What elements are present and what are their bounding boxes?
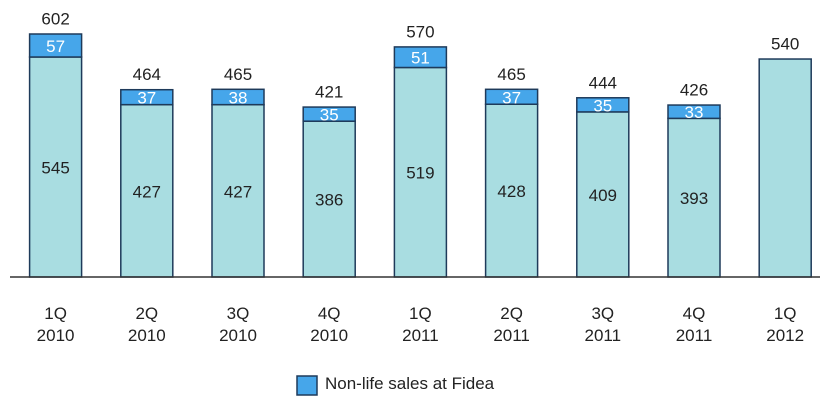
bar-segment [484, 88, 539, 105]
bar-segment [484, 103, 539, 278]
bar-segment [576, 97, 630, 113]
data-label: 38 [229, 88, 248, 107]
x-tick-label: 3Q 2010 [219, 304, 257, 345]
bar-segment [211, 88, 265, 106]
total-label: 570 [406, 22, 434, 41]
data-label: 427 [224, 182, 252, 201]
bar-segment [302, 106, 356, 122]
legend-swatch [296, 375, 318, 396]
x-tick-label: 2Q 2010 [127, 304, 166, 345]
bar-segment [120, 88, 174, 106]
bar-segment [393, 46, 448, 69]
x-tick-label: 4Q 2011 [675, 304, 713, 345]
data-label: 37 [502, 88, 521, 107]
data-label: 57 [46, 37, 65, 56]
total-label: 602 [41, 9, 69, 28]
data-label: 35 [320, 106, 339, 125]
total-label: 540 [771, 35, 799, 54]
total-label: 421 [315, 83, 343, 102]
bar-segment [667, 117, 721, 278]
bar-segment [393, 66, 448, 278]
data-label: 428 [497, 182, 525, 201]
x-tick-label: 1Q 2010 [36, 304, 75, 345]
x-tick-label: 3Q 2011 [584, 304, 622, 345]
bar-segment [28, 33, 83, 58]
data-label: 386 [315, 191, 343, 210]
total-label: 465 [497, 65, 525, 84]
data-label: 393 [680, 189, 708, 208]
data-label: 51 [411, 49, 430, 68]
bar-segment [28, 56, 83, 278]
data-label: 35 [593, 96, 612, 115]
data-label: 409 [589, 186, 617, 205]
data-label: 427 [133, 182, 161, 201]
bar-segment [758, 58, 812, 278]
x-tick-label: 4Q 2010 [310, 304, 349, 345]
bar-segment [667, 104, 721, 120]
data-label: 37 [137, 89, 156, 108]
data-label: 33 [685, 103, 704, 122]
data-label: 545 [41, 158, 69, 177]
x-tick-label: 2Q 2011 [493, 304, 530, 345]
x-tick-label: 1Q 2011 [402, 304, 439, 345]
total-label: 464 [133, 65, 161, 84]
legend-label: Non-life sales at Fidea [325, 374, 495, 393]
total-label: 444 [589, 73, 617, 92]
bar-segment [576, 111, 630, 278]
total-label: 465 [224, 65, 252, 84]
x-tick-label: 1Q 2012 [766, 304, 805, 345]
total-label: 426 [680, 81, 708, 100]
data-label: 519 [406, 164, 434, 183]
